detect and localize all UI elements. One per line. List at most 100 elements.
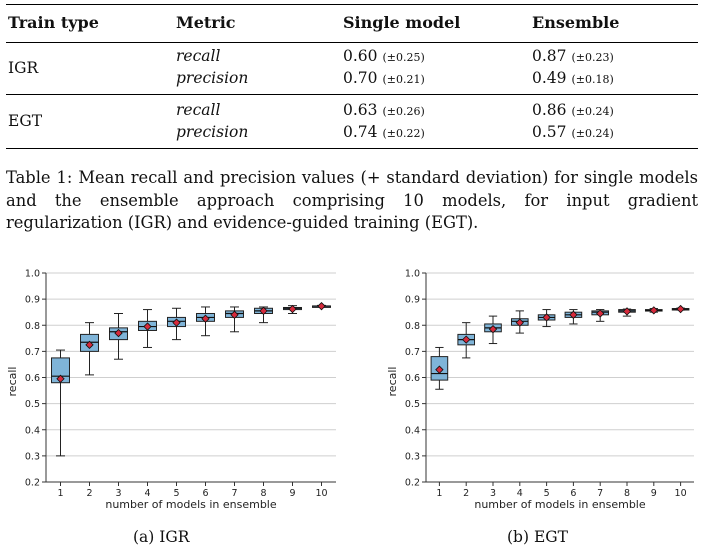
single-value: 0.60 [343, 47, 378, 65]
x-tick-label: 4 [144, 488, 150, 499]
ensemble-sd: (±0.18) [571, 73, 614, 86]
y-axis-label: recall [6, 367, 19, 397]
mean-marker [259, 306, 268, 316]
y-tick-label: 0.6 [405, 373, 420, 384]
mean-marker [85, 340, 94, 350]
x-tick-label: 7 [597, 488, 603, 499]
mean-marker [56, 374, 65, 383]
x-tick-label: 1 [57, 488, 63, 499]
table-bottom-rule [6, 148, 698, 149]
single-sd: (±0.25) [382, 51, 425, 64]
y-tick-label: 0.2 [405, 478, 420, 489]
x-tick-label: 6 [570, 488, 576, 499]
metric-label: recall [176, 47, 221, 65]
ensemble-value-cell: 0.86 (±0.24) [532, 101, 614, 119]
mean-marker [172, 318, 181, 327]
ensemble-value: 0.49 [532, 69, 567, 87]
mean-marker [596, 309, 605, 318]
single-value: 0.63 [343, 101, 378, 119]
ensemble-value-cell: 0.87 (±0.23) [532, 47, 614, 65]
table-group-rule [6, 94, 698, 95]
ensemble-value: 0.87 [532, 47, 567, 65]
mean-marker [317, 302, 326, 311]
x-tick-label: 7 [231, 488, 237, 499]
metric-label: precision [176, 123, 249, 141]
mean-marker [569, 310, 578, 319]
subcaption-egt: (b) EGT [507, 528, 568, 546]
y-tick-label: 0.9 [25, 295, 40, 306]
single-value-cell: 0.60 (±0.25) [343, 47, 425, 65]
y-axis-label: recall [386, 367, 399, 397]
table-caption: Table 1: Mean recall and precision value… [6, 167, 698, 235]
header-metric: Metric [176, 13, 236, 32]
mean-marker [649, 306, 658, 315]
mean-marker [114, 328, 123, 338]
y-tick-label: 0.9 [405, 295, 420, 306]
single-value-cell: 0.74 (±0.22) [343, 123, 425, 141]
subcaption-igr: (a) IGR [133, 528, 190, 546]
ensemble-value: 0.57 [532, 123, 567, 141]
header-single-model: Single model [343, 13, 461, 32]
y-tick-label: 0.4 [25, 425, 40, 436]
group-train-type: EGT [8, 112, 43, 130]
single-sd: (±0.21) [382, 73, 425, 86]
x-tick-label: 4 [517, 488, 523, 499]
single-sd: (±0.26) [382, 105, 425, 118]
x-tick-label: 2 [86, 488, 92, 499]
y-tick-label: 0.7 [405, 347, 420, 358]
table-top-rule [6, 4, 698, 5]
y-tick-label: 1.0 [405, 269, 420, 280]
y-tick-label: 1.0 [25, 269, 40, 280]
x-tick-label: 1 [436, 488, 442, 499]
ensemble-value-cell: 0.57 (±0.24) [532, 123, 614, 141]
x-tick-label: 6 [202, 488, 208, 499]
mean-marker [143, 322, 152, 331]
ensemble-sd: (±0.23) [571, 51, 614, 64]
single-value: 0.74 [343, 123, 378, 141]
mean-marker [288, 304, 297, 314]
ensemble-value-cell: 0.49 (±0.18) [532, 69, 614, 87]
y-tick-label: 0.4 [405, 425, 420, 436]
y-tick-label: 0.2 [25, 478, 40, 489]
x-tick-label: 10 [315, 488, 327, 499]
single-value-cell: 0.63 (±0.26) [343, 101, 425, 119]
y-tick-label: 0.3 [405, 451, 420, 462]
mean-marker [462, 335, 471, 344]
y-tick-label: 0.3 [25, 451, 40, 462]
x-tick-label: 10 [675, 488, 687, 499]
header-ensemble: Ensemble [532, 13, 620, 32]
x-axis-label: number of models in ensemble [105, 498, 277, 511]
y-tick-label: 0.7 [25, 347, 40, 358]
x-tick-label: 3 [115, 488, 121, 499]
single-value: 0.70 [343, 69, 378, 87]
y-tick-label: 0.8 [25, 321, 40, 332]
x-tick-label: 5 [173, 488, 179, 499]
y-tick-label: 0.6 [25, 373, 40, 384]
box-plot-igr: 0.2 0.3 0.4 0.5 0.6 0.7 0.8 0.9 1.0 1 2 3 4 5 6 7 8 9 10 nu… [6, 269, 336, 511]
metric-label: recall [176, 101, 221, 119]
table-header-rule [6, 42, 698, 43]
mean-marker [230, 310, 239, 319]
x-axis-label: number of models in ensemble [474, 498, 646, 511]
ensemble-value: 0.86 [532, 101, 567, 119]
mean-marker [622, 307, 632, 316]
ensemble-sd: (±0.24) [571, 105, 614, 118]
x-tick-label: 5 [544, 488, 550, 499]
x-tick-label: 8 [260, 488, 266, 499]
mean-marker [201, 314, 210, 323]
mean-marker [435, 365, 444, 374]
caption-text: Table 1: Mean recall and precision value… [6, 168, 698, 232]
metric-label: precision [176, 69, 249, 87]
y-tick-label: 0.5 [25, 399, 40, 410]
x-tick-label: 3 [490, 488, 496, 499]
single-sd: (±0.22) [382, 127, 425, 140]
ensemble-sd: (±0.24) [571, 127, 614, 140]
y-tick-label: 0.8 [405, 321, 420, 332]
single-value-cell: 0.70 (±0.21) [343, 69, 425, 87]
x-tick-label: 2 [463, 488, 469, 499]
mean-marker [515, 318, 524, 327]
mean-marker [488, 325, 498, 334]
x-tick-label: 9 [289, 488, 295, 499]
header-train-type: Train type [8, 13, 99, 32]
mean-marker [676, 304, 685, 314]
